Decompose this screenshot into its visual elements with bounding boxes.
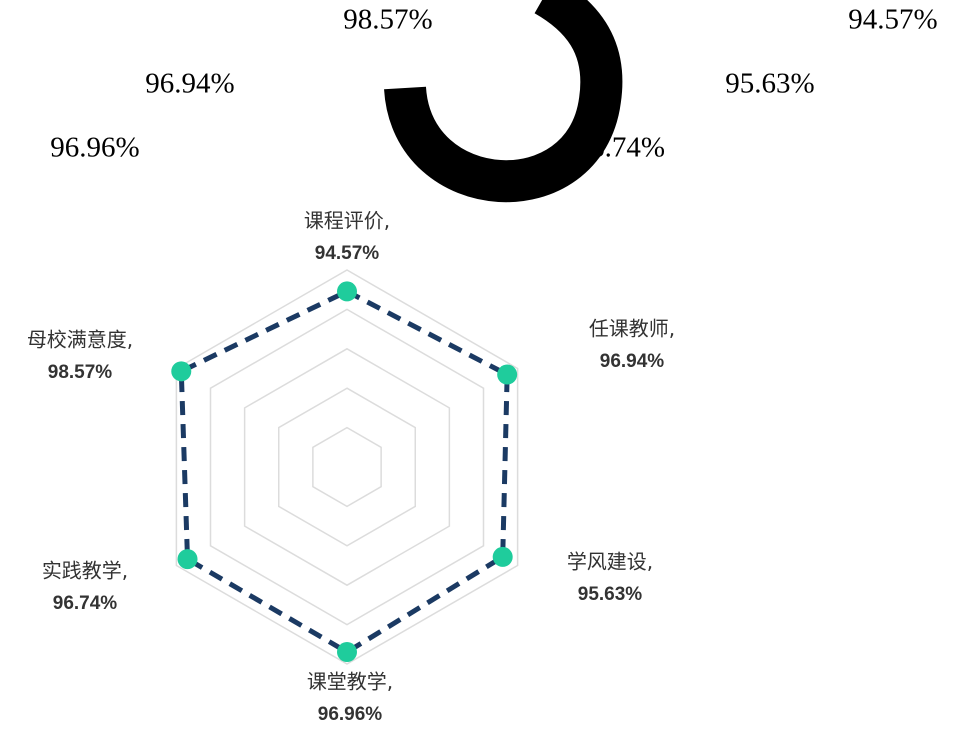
value-label: 96.74% [53, 593, 118, 614]
value-label: 96.96% [318, 704, 383, 725]
grid-ring [312, 426, 382, 508]
category-label: 母校满意度, [27, 328, 133, 352]
category-label: 课程评价, [304, 209, 390, 233]
radar: 课程评价, 94.57% 任课教师, 96.94% 学风建设, 95.63% 课堂教学, 96… [27, 209, 675, 726]
grid-ring [175, 269, 519, 665]
point [337, 642, 357, 663]
overlay-label: 96.94% [145, 68, 234, 100]
point [497, 364, 518, 385]
overlay-label: 98.57% [343, 4, 432, 36]
category-label: 学风建设, [567, 550, 653, 574]
grid-ring [243, 347, 451, 587]
overlay-label: 95.63% [725, 68, 814, 100]
point [177, 549, 198, 570]
point [337, 281, 357, 302]
grid-ring [209, 308, 485, 626]
category-label: 课堂教学, [307, 670, 393, 694]
value-label: 94.57% [315, 243, 380, 264]
category-label: 实践教学, [42, 559, 128, 583]
series-line [178, 288, 510, 655]
overlay-label: 94.57% [848, 4, 937, 36]
point [171, 361, 192, 382]
black-shape [384, 0, 623, 203]
category-label: 任课教师, [589, 317, 675, 341]
grid-ring [278, 387, 416, 547]
value-label: 98.57% [48, 362, 113, 383]
value-label: 95.63% [578, 584, 643, 605]
overlay-labels: 98.57% 94.57%96.94% 95.63%96.96% 96.74% [50, 4, 937, 164]
point [492, 546, 513, 567]
overlay-label: 96.96% [50, 132, 139, 164]
value-label: 96.94% [600, 351, 665, 372]
